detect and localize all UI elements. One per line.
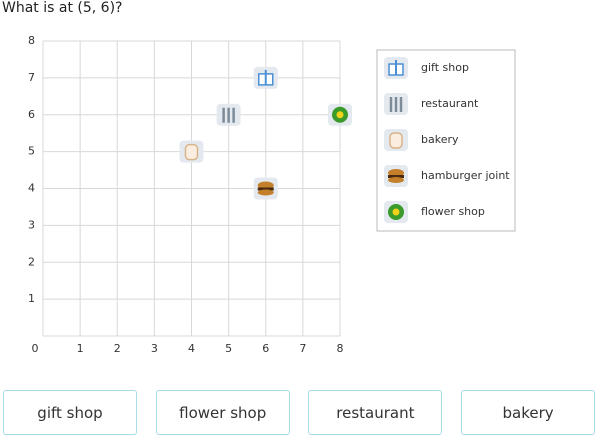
icon-shape (389, 132, 403, 149)
point (216, 103, 241, 126)
icon-shape (257, 187, 274, 191)
x-tick-label: 3 (151, 342, 158, 355)
x-tick-label: 8 (337, 342, 344, 355)
y-tick-label: 3 (28, 218, 35, 231)
x-tick-label: 2 (114, 342, 121, 355)
x-tick-label: 6 (262, 342, 269, 355)
y-tick-label: 7 (28, 71, 35, 84)
chart: 0 1 2 3 4 5 6 7 8 1 2 3 4 5 6 7 8 gift shop restaurant bake… (28, 34, 516, 355)
point (253, 66, 278, 89)
point (253, 177, 278, 200)
legend-icon (384, 201, 408, 223)
x-tick-label: 4 (188, 342, 195, 355)
y-tick-label: 8 (28, 34, 35, 47)
y-tick-label: 2 (28, 255, 35, 268)
y-tick-label: 6 (28, 108, 35, 121)
x-tick-label: 0 (32, 342, 39, 355)
point (179, 140, 204, 163)
legend-label: gift shop (421, 61, 469, 74)
y-tick-label: 5 (28, 145, 35, 158)
x-tick-label: 1 (77, 342, 84, 355)
answer-button[interactable]: restaurant (308, 390, 443, 435)
icon-shape (336, 111, 344, 119)
legend-label: flower shop (421, 205, 485, 218)
y-tick-label: 1 (28, 292, 35, 305)
x-tick-label: 7 (299, 342, 306, 355)
icon-shape (184, 143, 199, 161)
answer-button[interactable]: flower shop (155, 390, 290, 435)
point (328, 103, 352, 126)
legend-icon (384, 57, 408, 79)
legend-label: hamburger joint (421, 169, 510, 182)
x-tick-label: 5 (225, 342, 232, 355)
legend-icon (384, 129, 408, 151)
answer-button[interactable]: gift shop (3, 390, 137, 435)
icon-shape (257, 189, 274, 196)
legend-icon (384, 165, 408, 187)
legend-label: bakery (421, 133, 459, 146)
icon-shape (388, 175, 404, 178)
answer-button[interactable]: bakery (461, 390, 596, 435)
icon-shape (388, 177, 404, 183)
legend-icon (384, 93, 408, 115)
legend-label: restaurant (421, 97, 479, 110)
icon-shape (392, 208, 400, 216)
question: What is at (5, 6)? (2, 0, 123, 16)
y-tick-label: 4 (28, 182, 35, 195)
